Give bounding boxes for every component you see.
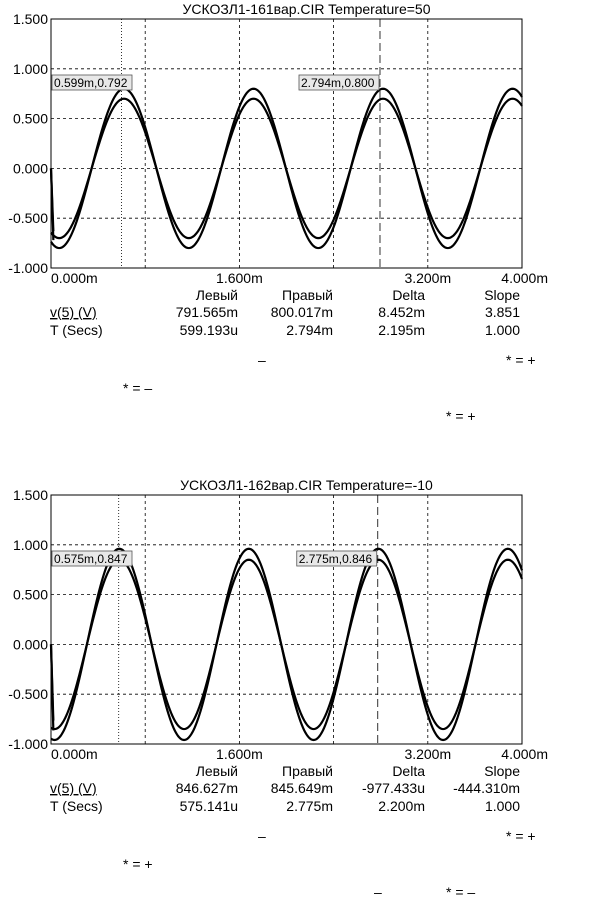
note-fragment: – [258, 828, 266, 844]
trace-line-2 [50, 558, 524, 731]
stats-value: 2.200m [378, 798, 425, 814]
note-fragment: * = + [506, 828, 536, 844]
note-fragment: * = – [123, 380, 153, 396]
x-tick-label: 0.000m [51, 270, 98, 286]
left-cursor-box [51, 74, 133, 91]
y-tick-label: 1.500 [13, 487, 48, 503]
y-tick-label: 1.000 [13, 537, 48, 553]
stats-value: 599.193u [180, 322, 238, 338]
left-cursor-label: 0.575m,0.847 [54, 552, 128, 566]
stats-row-name: T (Secs) [50, 322, 103, 338]
stats-header: Левый [196, 763, 238, 779]
note-fragment: * = – [446, 884, 476, 900]
stats-value: -444.310m [453, 780, 520, 796]
y-tick-label: 0.500 [13, 587, 48, 603]
note-fragment: * = + [506, 352, 536, 368]
y-tick-label: -0.500 [8, 210, 48, 226]
stats-value: 791.565m [176, 304, 238, 320]
stats-header: Левый [196, 287, 238, 303]
right-cursor-box [296, 550, 378, 567]
right-cursor-label: 2.775m,0.846 [299, 552, 373, 566]
x-tick-label: 3.200m [404, 270, 451, 286]
trace-line-2 [50, 97, 523, 240]
note-fragment: – [258, 352, 266, 368]
chart-temperature-minus10: УСКОЗЛ1-162вар.CIR Temperature=-10 1.500 1… [8, 477, 548, 814]
chart-title: УСКОЗЛ1-162вар.CIR Temperature=-10 [180, 477, 433, 493]
stats-value: 845.649m [271, 780, 333, 796]
stats-row-name: v(5) (V) [50, 780, 97, 796]
stats-row-name: T (Secs) [50, 798, 103, 814]
stats-value: 1.000 [485, 798, 520, 814]
x-tick-label: 3.200m [404, 746, 451, 762]
y-tick-label: 1.000 [13, 61, 48, 77]
right-cursor-label: 2.794m,0.800 [301, 76, 375, 90]
stats-header: Delta [392, 763, 425, 779]
stats-header: Slope [484, 763, 520, 779]
stats-row-name: v(5) (V) [50, 304, 97, 320]
stats-value: 1.000 [485, 322, 520, 338]
note-fragment: – [374, 884, 382, 900]
stats-value: 575.141u [180, 798, 238, 814]
stats-value: 2.195m [378, 322, 425, 338]
left-cursor-label: 0.599m,0.792 [54, 76, 128, 90]
y-tick-label: 0.000 [13, 636, 48, 652]
x-tick-label: 4.000m [501, 270, 548, 286]
stats-value: 2.794m [286, 322, 333, 338]
x-tick-label: 0.000m [51, 746, 98, 762]
plot-frame [50, 18, 523, 269]
stats-header: Правый [282, 763, 333, 779]
stats-header: Правый [282, 287, 333, 303]
y-tick-label: 0.500 [13, 111, 48, 127]
note-fragment: * = + [446, 408, 476, 424]
stats-header: Delta [392, 287, 425, 303]
stats-value: 846.627m [176, 780, 238, 796]
stats-value: -977.433u [362, 780, 425, 796]
stats-value: 8.452m [378, 304, 425, 320]
y-tick-label: 0.000 [13, 160, 48, 176]
left-cursor-box [51, 550, 133, 567]
x-tick-label: 1.600m [216, 270, 263, 286]
stats-value: 3.851 [485, 304, 520, 320]
stats-header: Slope [484, 287, 520, 303]
y-tick-label: -0.500 [8, 686, 48, 702]
stats-value: 2.775m [286, 798, 333, 814]
x-tick-label: 4.000m [501, 746, 548, 762]
y-tick-label: 1.500 [13, 11, 48, 27]
chart-title: УСКОЗЛ1-161вар.CIR Temperature=50 [182, 1, 430, 17]
stats-value: 800.017m [271, 304, 333, 320]
y-tick-label: -1.000 [8, 260, 48, 276]
note-fragment: * = + [123, 856, 153, 872]
chart-temperature-50: УСКОЗЛ1-161вар.CIR Temperature=50 1.500 1.… [8, 1, 548, 338]
y-tick-label: -1.000 [8, 736, 48, 752]
x-tick-label: 1.600m [216, 746, 263, 762]
right-cursor-box [298, 74, 380, 91]
plot-frame [50, 494, 523, 745]
